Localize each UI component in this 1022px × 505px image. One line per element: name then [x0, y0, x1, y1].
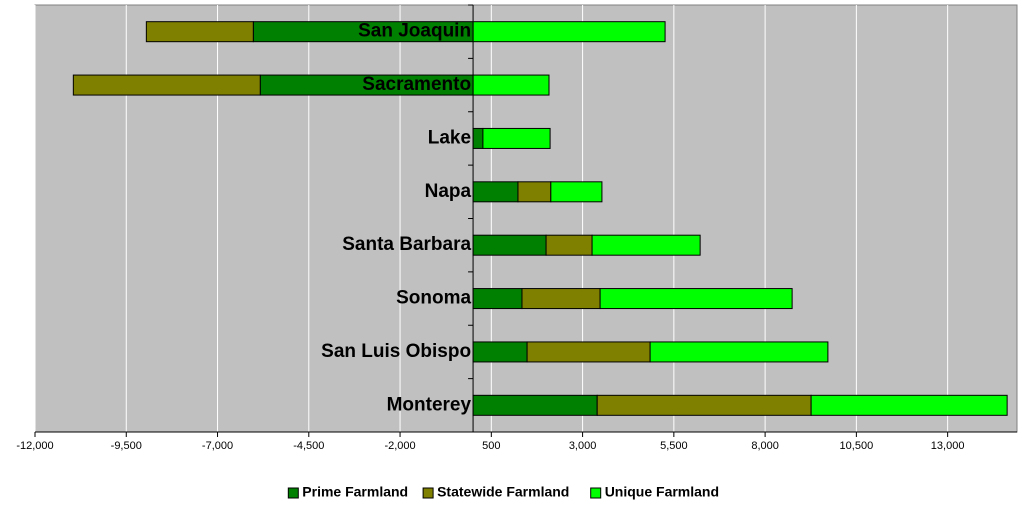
bar-segment — [526, 341, 651, 363]
bar-segment — [810, 394, 1008, 416]
category-label: Sonoma — [396, 288, 471, 309]
category-label: Santa Barbara — [342, 234, 471, 255]
x-tick-label: -4,500 — [293, 440, 324, 452]
x-tick-label: 13,000 — [931, 440, 965, 452]
legend-label: Unique Farmland — [605, 484, 719, 500]
bar-segment — [591, 234, 701, 256]
bar-segment — [649, 341, 829, 363]
bar-segment — [472, 341, 528, 363]
category-label: Sacramento — [362, 74, 471, 95]
bar-segment — [482, 127, 551, 149]
x-tick-label: -2,000 — [384, 440, 415, 452]
x-tick-label: 8,000 — [751, 440, 779, 452]
bar-segment — [472, 234, 547, 256]
bar-segment — [472, 394, 598, 416]
legend-swatch — [422, 487, 434, 499]
plot-area — [34, 4, 1018, 433]
category-label: Monterey — [387, 394, 472, 415]
x-tick-label: 3,000 — [569, 440, 597, 452]
bar-segment — [472, 74, 550, 96]
x-tick-label: 500 — [482, 440, 500, 452]
category-label: San Joaquin — [358, 21, 471, 42]
x-tick-label: 10,500 — [840, 440, 874, 452]
bar-segment — [521, 288, 601, 310]
x-tick-label: -7,000 — [202, 440, 233, 452]
bar-segment — [472, 21, 666, 43]
bar-segment — [472, 127, 484, 149]
bar-segment — [545, 234, 593, 256]
legend-label: Statewide Farmland — [437, 484, 569, 500]
legend-label: Prime Farmland — [302, 484, 408, 500]
bar-segment — [472, 288, 523, 310]
x-tick-label: -12,000 — [16, 440, 53, 452]
category-label: Napa — [425, 181, 472, 202]
legend-swatch — [590, 487, 602, 499]
bar-segment — [145, 21, 254, 43]
x-tick-label: -9,500 — [111, 440, 142, 452]
category-label: San Luis Obispo — [321, 341, 471, 362]
bar-segment — [596, 394, 812, 416]
bar-segment — [550, 181, 603, 203]
category-label: Lake — [428, 127, 471, 148]
bar-segment — [599, 288, 793, 310]
legend-swatch — [287, 487, 299, 499]
bar-segment — [72, 74, 261, 96]
bar-segment — [472, 181, 519, 203]
bar-segment — [517, 181, 552, 203]
x-tick-label: 5,500 — [660, 440, 688, 452]
